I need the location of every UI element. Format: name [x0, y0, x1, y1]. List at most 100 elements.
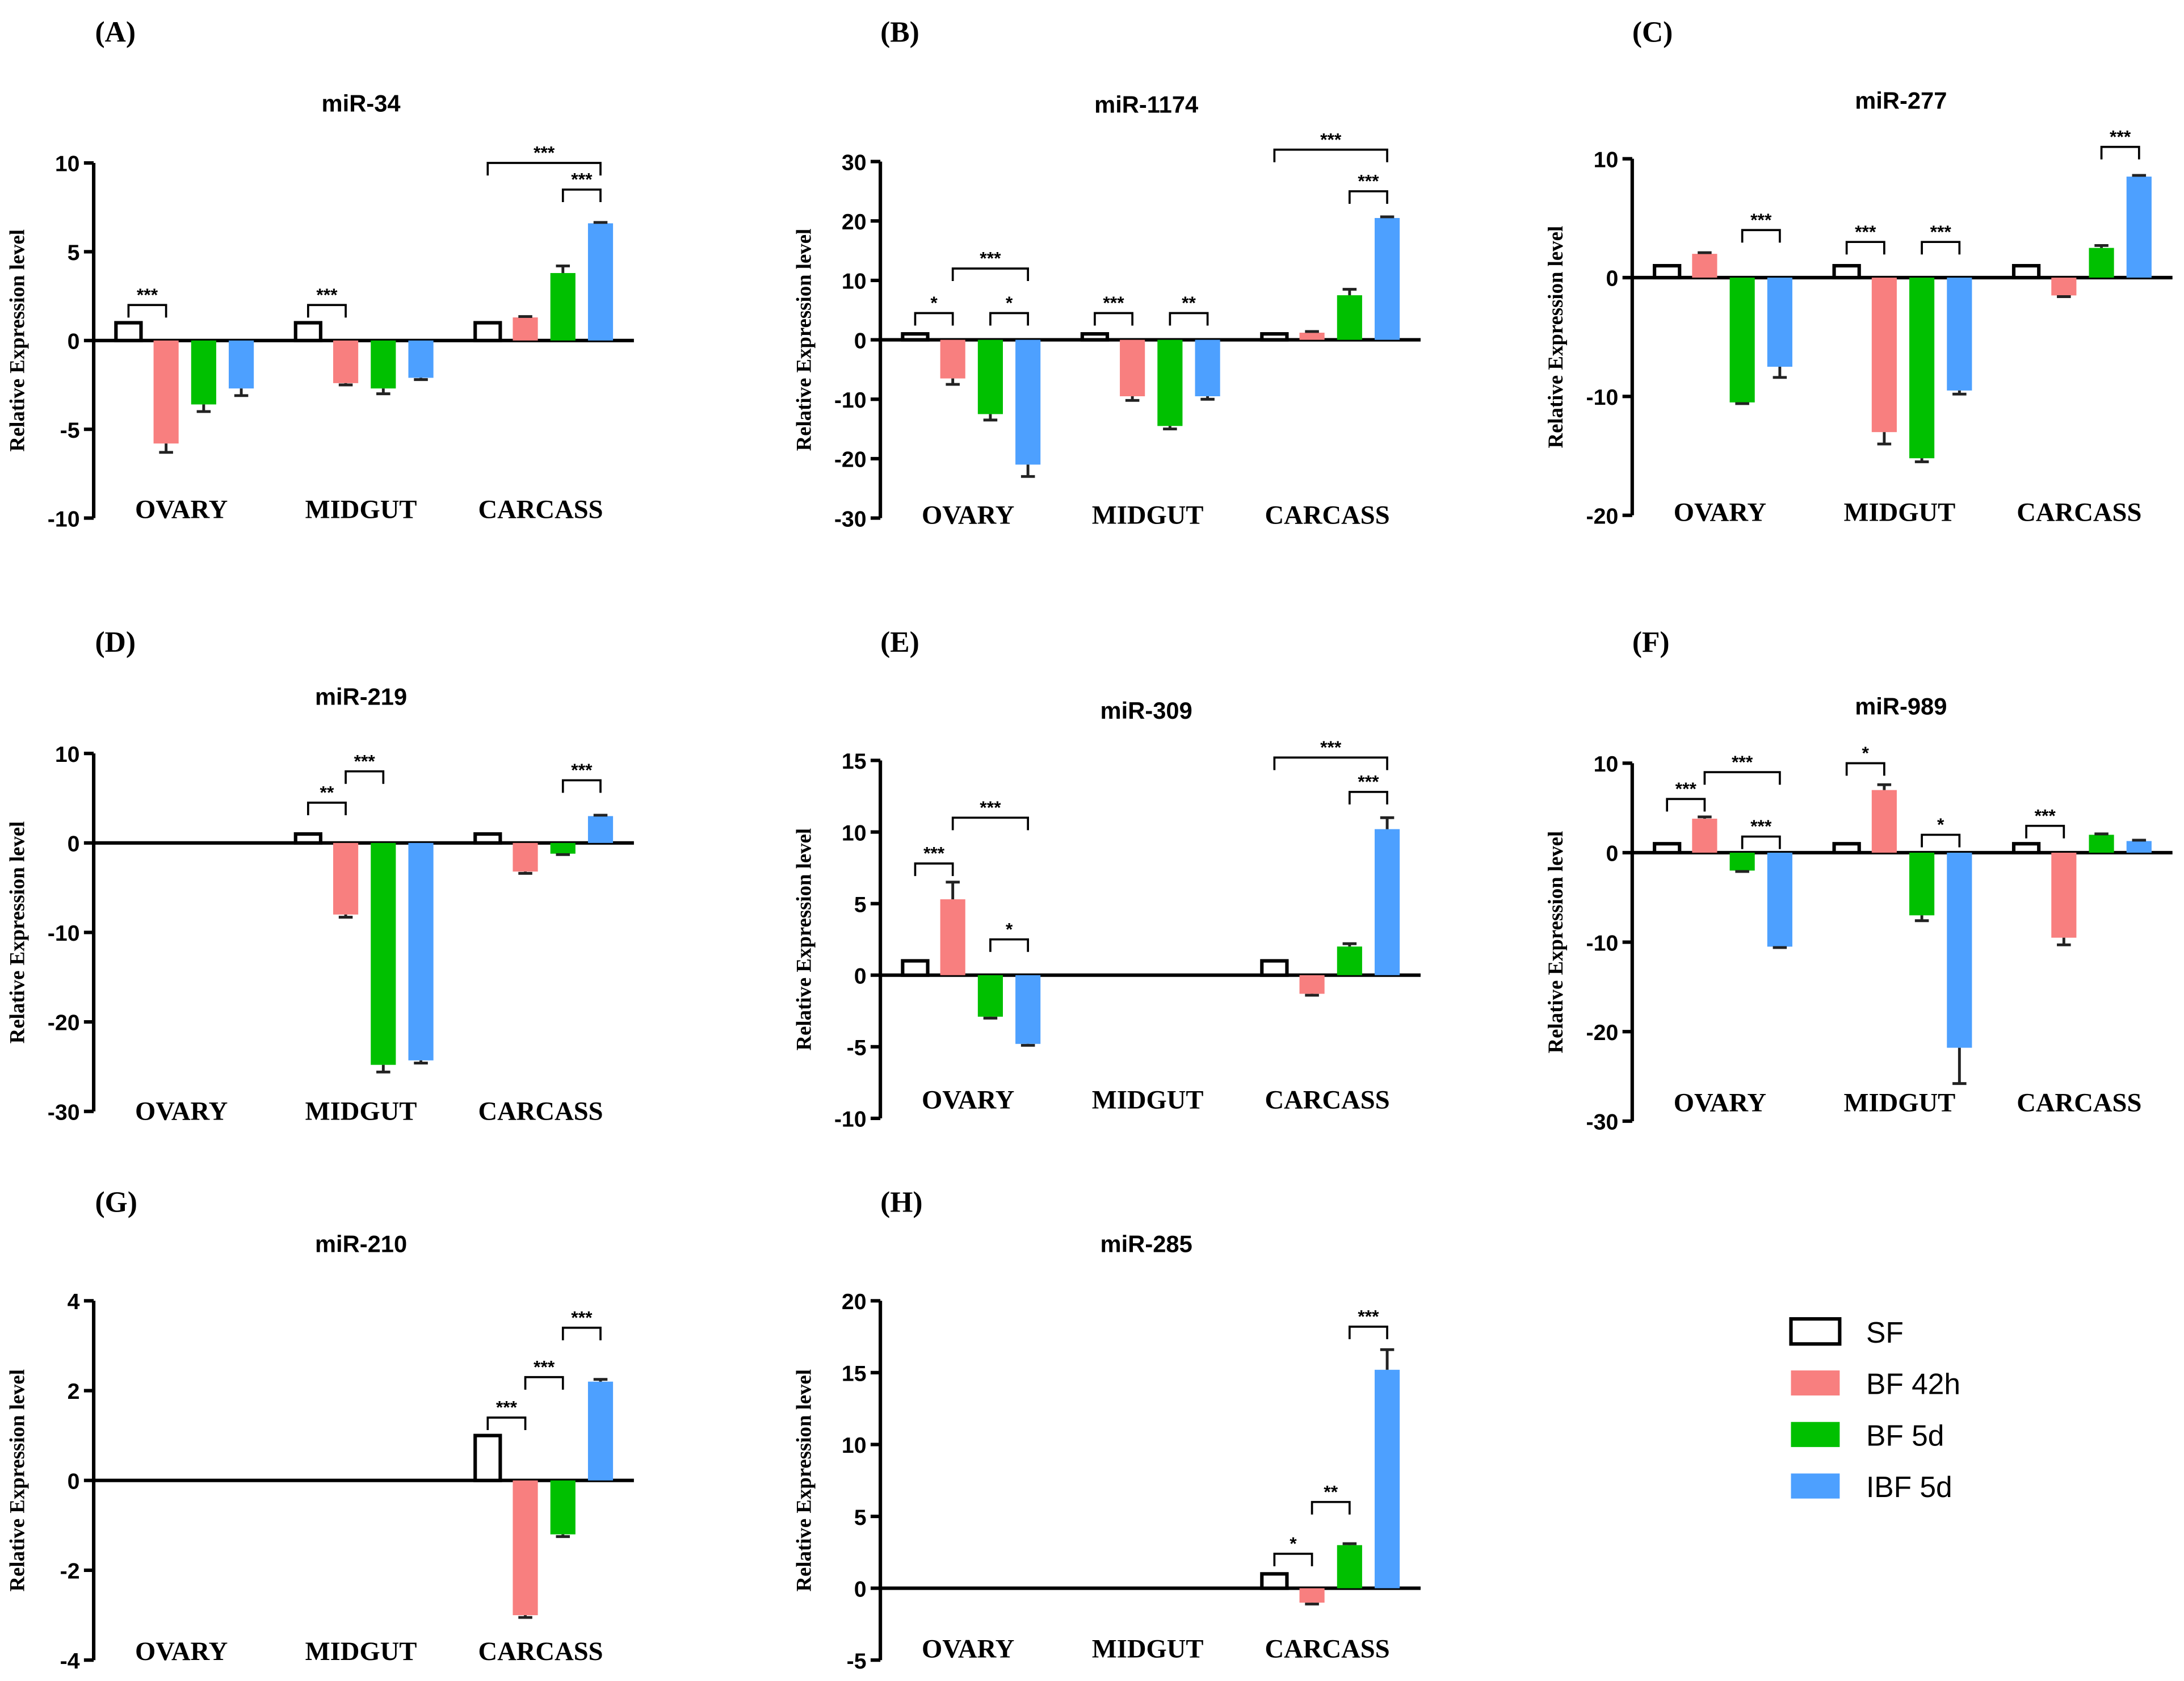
- significance-bracket: [2100, 145, 2140, 160]
- panel-label: (D): [95, 626, 136, 659]
- y-tick-label: -30: [48, 1100, 80, 1125]
- legend-swatch: [1791, 1422, 1840, 1447]
- bar-ibf-5d: [1947, 852, 1972, 1048]
- bar-ibf-5d: [408, 842, 434, 1060]
- bar-ibf-5d: [1015, 975, 1041, 1044]
- y-tick-label: -10: [834, 388, 867, 413]
- significance-label: ***: [1320, 737, 1342, 757]
- bar-bf-5d: [1337, 946, 1362, 975]
- significance-bracket: [1921, 833, 1961, 848]
- bar-bf-5d: [2089, 835, 2114, 853]
- y-tick-label: 30: [842, 150, 867, 175]
- bar-bf-5d: [1337, 1545, 1362, 1588]
- y-tick-label: -10: [48, 921, 80, 946]
- significance-bracket: [951, 816, 1029, 831]
- significance-bracket: [561, 779, 602, 793]
- significance-bracket: [1666, 798, 1706, 812]
- significance-label: *: [1006, 919, 1013, 939]
- bar-sf: [293, 832, 322, 845]
- panel-mir-285: (H) miR-285 Relative Expression level -5 0 5 1…: [792, 1186, 1421, 1674]
- bar-bf-5d: [1909, 852, 1935, 916]
- panel-mir-277: (C) miR-277 Relative Expression level -20 -1…: [1544, 16, 2173, 529]
- bar-ibf-5d: [587, 816, 614, 843]
- significance-label: ***: [2035, 805, 2056, 825]
- significance-label: ***: [354, 751, 376, 771]
- bar-ibf-5d: [2126, 177, 2152, 278]
- significance-label: ***: [571, 1307, 593, 1327]
- bar-ibf-5d: [587, 223, 614, 341]
- bar-ibf-5d: [1374, 829, 1400, 975]
- y-tick-label: 0: [854, 963, 867, 988]
- significance-label: **: [1182, 292, 1196, 313]
- category-label: CARCASS: [1265, 1634, 1390, 1663]
- bar-bf-42h: [333, 340, 359, 383]
- category-label: OVARY: [135, 495, 228, 525]
- bar-bf-42h: [940, 899, 965, 975]
- y-tick-label: -10: [1586, 930, 1619, 955]
- significance-bracket: [1741, 229, 1781, 243]
- significance-bracket: [989, 938, 1029, 952]
- significance-bracket: [307, 304, 347, 318]
- category-label: CARCASS: [1265, 500, 1390, 530]
- bar-bf-5d: [1729, 278, 1755, 403]
- category-label: OVARY: [135, 1096, 228, 1126]
- bar-bf-42h: [513, 317, 538, 341]
- bar-ibf-5d: [229, 340, 254, 389]
- y-tick-label: 5: [68, 240, 80, 265]
- legend: SF BF 42h BF 5d IBF 5d: [1789, 1316, 1960, 1503]
- y-tick-label: 0: [68, 832, 80, 857]
- significance-bracket: [345, 770, 385, 784]
- bar-sf: [1260, 959, 1289, 977]
- significance-label: ***: [534, 142, 555, 163]
- bar-ibf-5d: [1195, 339, 1220, 397]
- bar-bf-5d: [977, 339, 1003, 414]
- category-label: OVARY: [1674, 1088, 1766, 1118]
- category-label: MIDGUT: [305, 1637, 417, 1666]
- y-tick-label: 10: [55, 152, 80, 177]
- panel-label: (H): [880, 1186, 922, 1218]
- y-tick-label: 20: [842, 209, 867, 234]
- y-tick-label: 10: [842, 269, 867, 294]
- panel-mir-34: (A) miR-34 Relative Expression level -10 -5 0…: [5, 16, 634, 531]
- significance-label: ***: [1750, 209, 1772, 230]
- panel-mir-219: (D) miR-219 Relative Expression level -30 -2…: [5, 626, 634, 1126]
- bar-ibf-5d: [1767, 278, 1792, 367]
- bar-sf: [473, 832, 502, 845]
- significance-label: ***: [1358, 772, 1379, 792]
- significance-bracket: [1349, 1326, 1388, 1339]
- significance-bracket: [1741, 835, 1781, 849]
- bar-ibf-5d: [2126, 841, 2152, 853]
- bar-bf-5d: [977, 975, 1003, 1017]
- bar-sf: [473, 1433, 502, 1482]
- bar-sf: [114, 321, 143, 342]
- y-tick-label: 10: [842, 1433, 867, 1458]
- bar-sf: [1832, 842, 1861, 855]
- significance-bracket: [561, 1326, 602, 1340]
- category-label: MIDGUT: [1092, 500, 1204, 530]
- y-tick-label: 0: [1606, 841, 1618, 866]
- significance-bracket: [1703, 771, 1781, 785]
- y-tick-label: -2: [60, 1559, 80, 1584]
- significance-label: *: [1862, 743, 1870, 763]
- y-tick-label: 0: [68, 1469, 80, 1494]
- category-label: OVARY: [922, 1634, 1014, 1663]
- y-tick-label: -10: [48, 506, 80, 531]
- bar-bf-5d: [371, 842, 396, 1065]
- y-axis-label: Relative Expression level: [792, 229, 815, 451]
- legend-label: IBF 5d: [1866, 1470, 1952, 1503]
- y-tick-label: -20: [48, 1011, 80, 1036]
- y-tick-label: -10: [1586, 385, 1619, 410]
- significance-bracket: [486, 162, 602, 176]
- bar-bf-42h: [1299, 1588, 1325, 1603]
- y-axis-label: Relative Expression level: [792, 828, 815, 1051]
- panel-label: (F): [1632, 626, 1670, 659]
- significance-bracket: [1921, 241, 1961, 255]
- chart-title: miR-34: [322, 90, 401, 116]
- bar-ibf-5d: [1374, 218, 1400, 340]
- category-label: CARCASS: [478, 1096, 603, 1126]
- chart-title: miR-309: [1101, 697, 1192, 724]
- category-label: CARCASS: [1265, 1085, 1390, 1115]
- y-tick-label: 0: [68, 329, 80, 354]
- bar-sf: [293, 321, 322, 342]
- legend-label: SF: [1866, 1316, 1904, 1349]
